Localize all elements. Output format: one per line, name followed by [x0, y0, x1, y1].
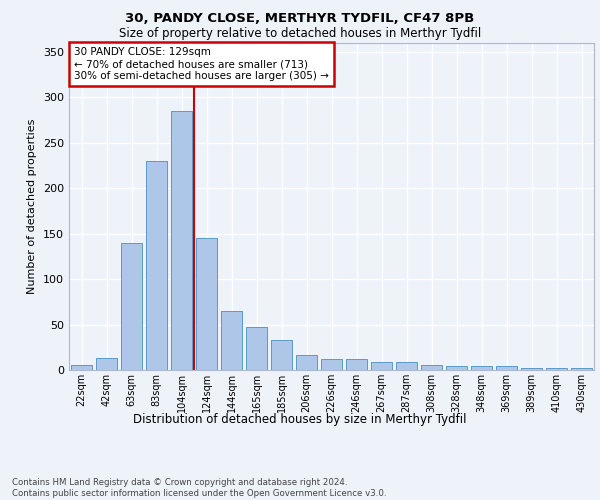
Text: Contains HM Land Registry data © Crown copyright and database right 2024.
Contai: Contains HM Land Registry data © Crown c… [12, 478, 386, 498]
Y-axis label: Number of detached properties: Number of detached properties [28, 118, 37, 294]
Bar [496, 366, 517, 370]
Bar [271, 340, 292, 370]
Text: Distribution of detached houses by size in Merthyr Tydfil: Distribution of detached houses by size … [133, 412, 467, 426]
Bar [396, 362, 417, 370]
Bar [96, 358, 117, 370]
Bar [446, 366, 467, 370]
Bar [196, 238, 217, 370]
Bar [371, 362, 392, 370]
Bar [521, 368, 542, 370]
Bar [71, 366, 92, 370]
Bar [146, 161, 167, 370]
Bar [421, 364, 442, 370]
Bar [571, 368, 592, 370]
Bar [246, 327, 267, 370]
Bar [346, 359, 367, 370]
Bar [296, 354, 317, 370]
Bar [471, 366, 492, 370]
Bar [221, 311, 242, 370]
Text: 30, PANDY CLOSE, MERTHYR TYDFIL, CF47 8PB: 30, PANDY CLOSE, MERTHYR TYDFIL, CF47 8P… [125, 12, 475, 26]
Bar [171, 110, 192, 370]
Bar [321, 359, 342, 370]
Text: 30 PANDY CLOSE: 129sqm
← 70% of detached houses are smaller (713)
30% of semi-de: 30 PANDY CLOSE: 129sqm ← 70% of detached… [74, 48, 329, 80]
Bar [121, 242, 142, 370]
Text: Size of property relative to detached houses in Merthyr Tydfil: Size of property relative to detached ho… [119, 28, 481, 40]
Bar [546, 368, 567, 370]
